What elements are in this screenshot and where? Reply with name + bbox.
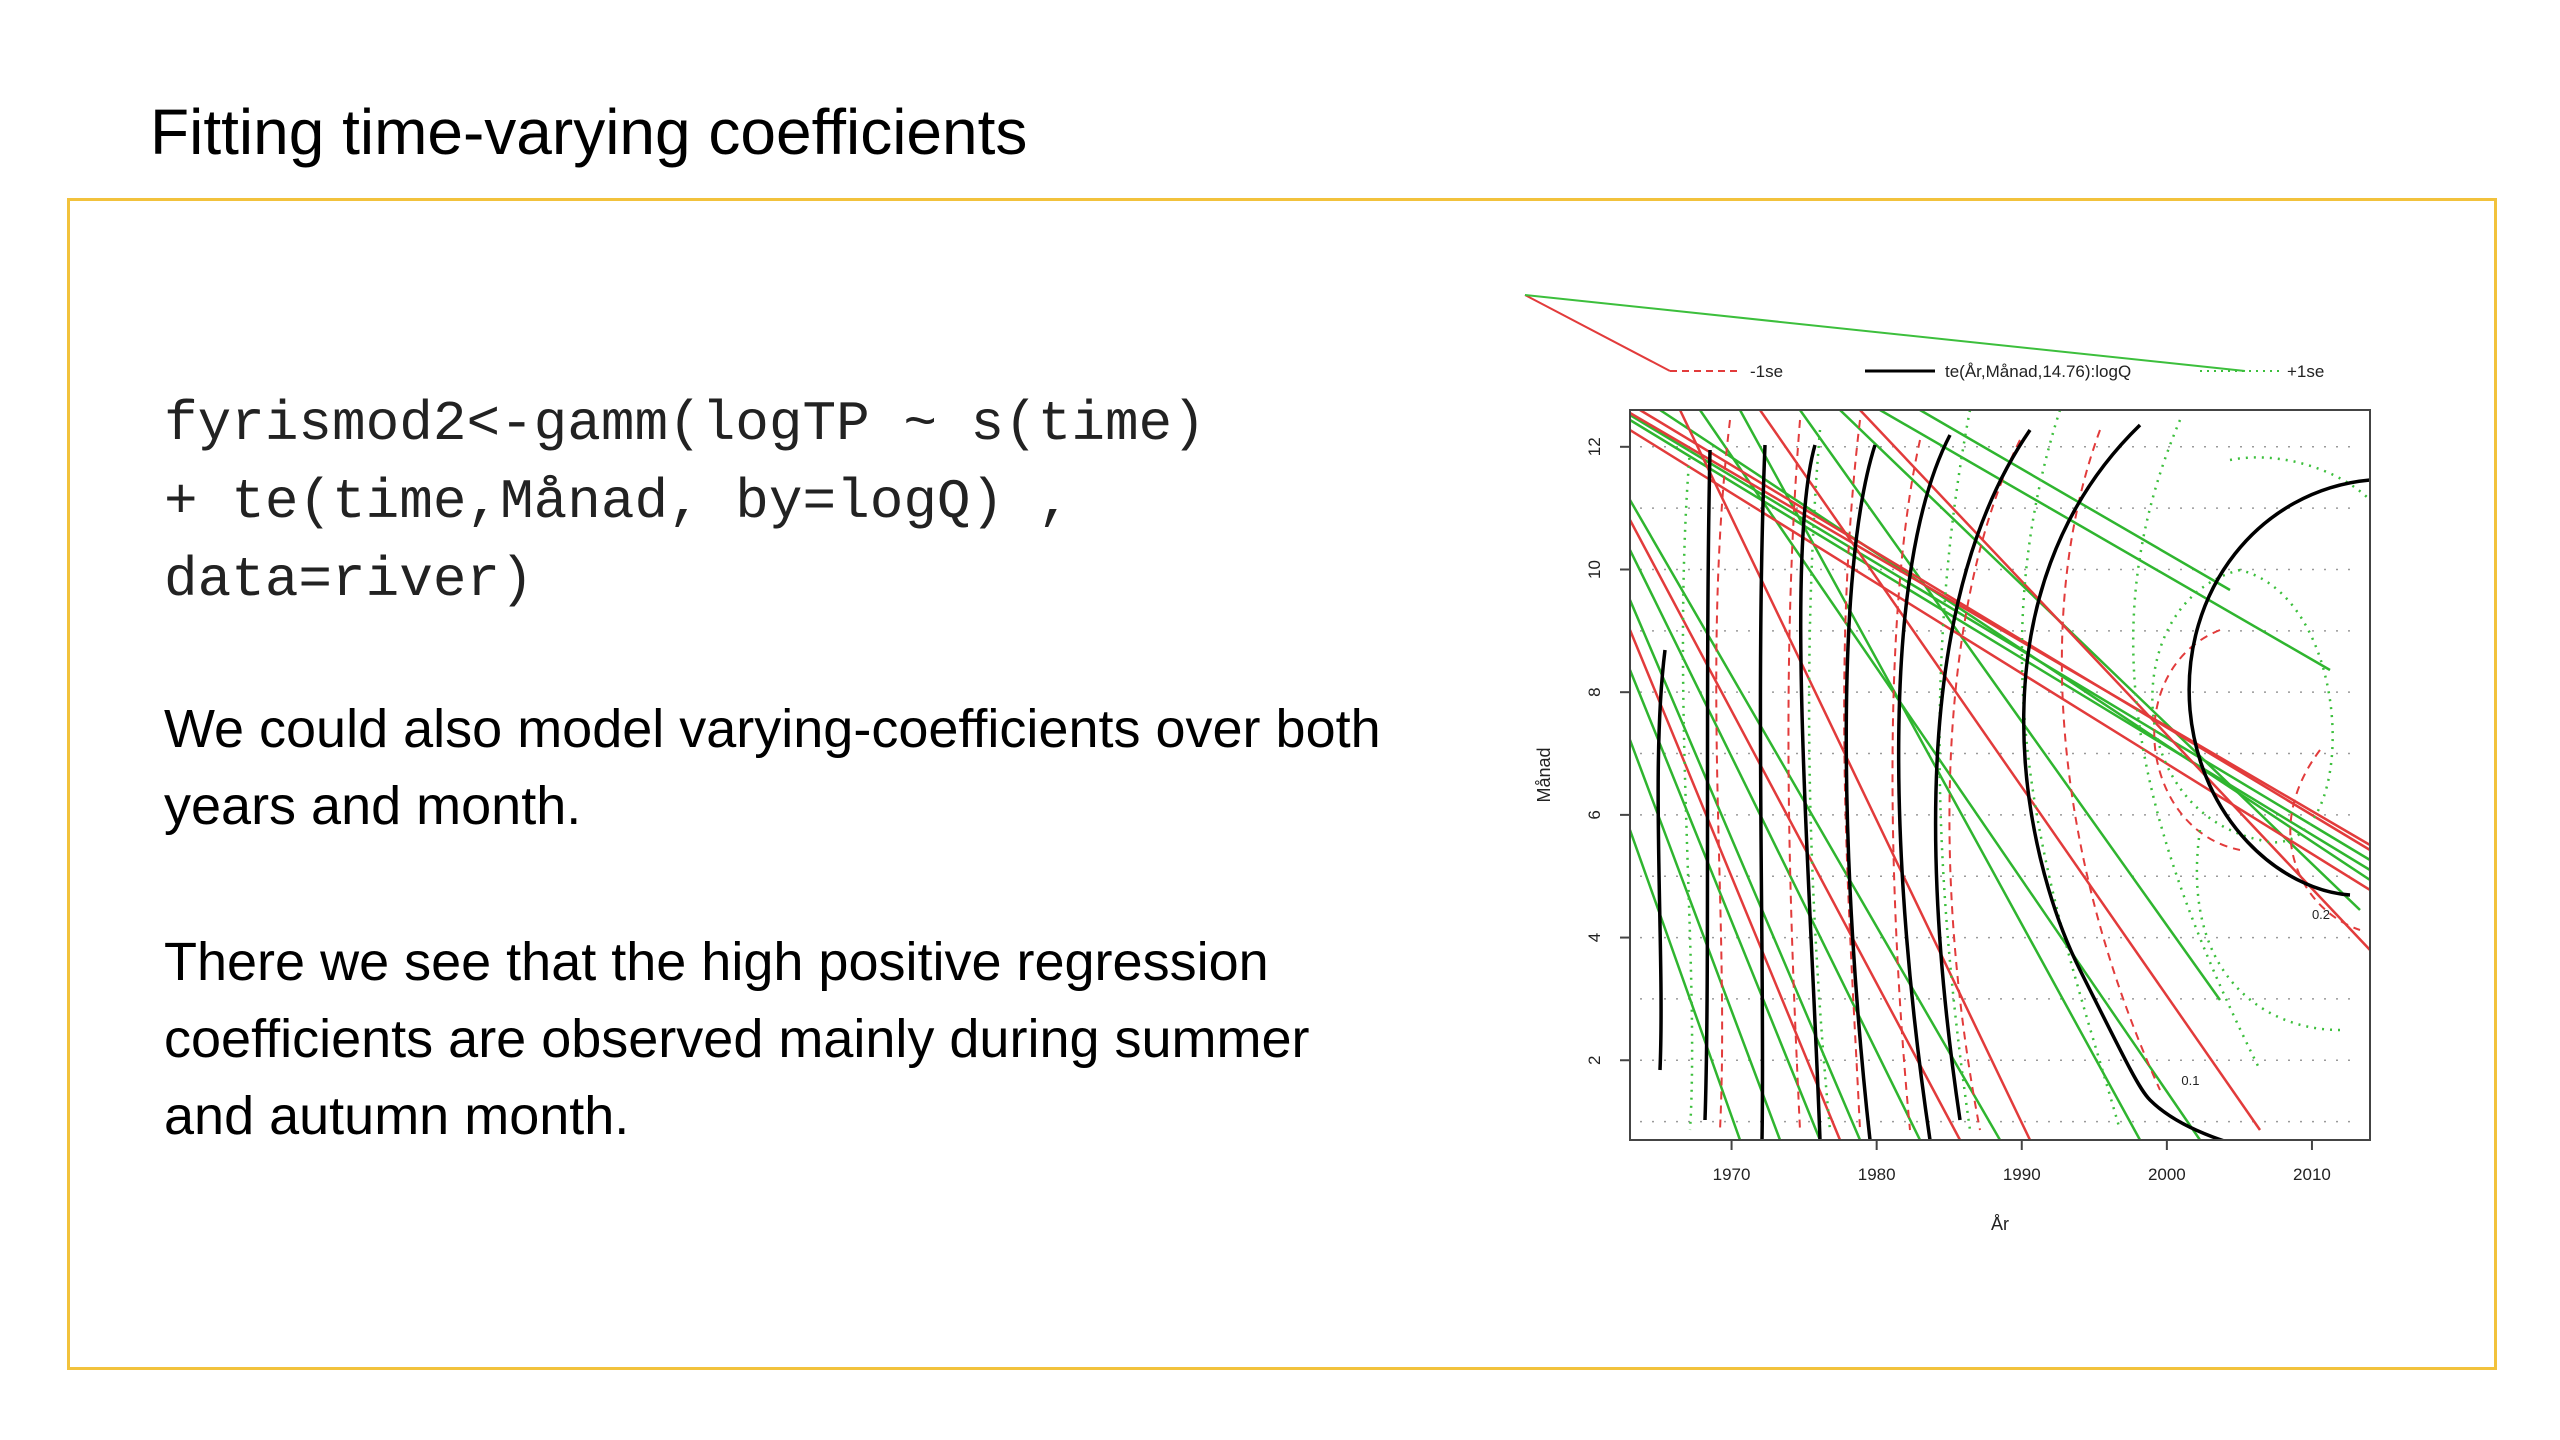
plus-se-curve [1938,410,1972,1131]
fit-contour [1656,649,1667,1071]
x-tick-label: 1980 [1858,1165,1896,1184]
plus-se-line [1630,418,2370,872]
contour-label: 0.2 [2312,907,2330,922]
y-tick-label: 6 [1585,810,1604,819]
code-line: data=river) [164,548,534,612]
plus-se-line [1879,410,2331,672]
minus-se-curve [1787,419,1801,1131]
minus-se-line [1630,629,1842,1140]
y-tick-label: 12 [1585,437,1604,456]
x-tick-label: 1990 [2003,1165,2041,1184]
plus-se-line [1630,739,1782,1140]
minus-se-line [1758,410,2262,1131]
minus-se-curve [1715,419,1731,1131]
fit-contour [1798,444,1822,1140]
plus-se-line [1630,549,1922,1140]
plus-se-line [1630,499,2002,1140]
contour-plot: -1se te(År,Månad,14.76):logQ +1se [1524,294,2371,1234]
fit-contour [2187,478,2370,897]
code-block: fyrismod2<-gamm(logTP ~ s(time) + te(tim… [164,385,1206,619]
y-tick-label: 4 [1585,933,1604,942]
plus-se-line [1630,599,1862,1140]
plot-border [1629,409,2371,1141]
fit-contour [2022,423,2228,1140]
plus-se-line [1798,410,2222,1001]
legend-label-plus-se: +1se [2287,362,2324,381]
x-tick-label: 2000 [2148,1165,2186,1184]
fit-contour [1933,429,2032,1121]
plus-se-line [1738,410,2142,1140]
y-tick-label: 8 [1585,687,1604,696]
minus-se-line [1630,428,2370,892]
minus-se-line [1630,411,2370,847]
minus-se-line [1859,410,2370,951]
plus-se-curve [1681,449,1694,1131]
contour-labels: 0.2 0.1 [2181,907,2330,1088]
plus-se-curve [2195,829,2341,1032]
minus-se-curve [2060,429,2161,1091]
grid-lines [1640,446,2360,1123]
y-tick-label: 10 [1585,560,1604,579]
legend-label-fit: te(År,Månad,14.76):logQ [1945,362,2131,381]
paragraph-summer-autumn: There we see that the high positive regr… [164,932,1310,1146]
fit-contour [1758,444,1767,1140]
legend-label-minus-se: -1se [1750,362,1783,381]
plus-se-line [1630,669,1822,1140]
code-line: fyrismod2<-gamm(logTP ~ s(time) [164,392,1206,456]
legend-wedge-red [1524,294,1671,372]
minus-se-curve [2153,629,2241,851]
fit-contour [1896,434,1952,1140]
minus-se-line [1678,410,2032,1140]
plus-se-curve [1807,429,1832,1131]
fit-contour [1844,444,1877,1140]
contour-lines [1630,410,2370,1140]
y-axis-label: Månad [1534,747,1554,802]
minus-se-line [1630,519,1962,1140]
plus-se-curve [2229,456,2370,501]
y-axis: 2 4 6 8 10 12 [1585,437,1630,1065]
plus-se-curve [2132,419,2262,1071]
contour-label: 0.1 [2181,1073,2199,1088]
legend: -1se te(År,Månad,14.76):logQ +1se [1670,362,2324,381]
legend-wedge-green [1524,294,2246,372]
content-frame [67,198,2497,1370]
minus-se-curve [1948,439,2021,1131]
plus-se-line [1919,410,2231,592]
fit-contour [1703,449,1712,1121]
plus-se-line [1698,410,2202,1140]
minus-se-line [1639,410,2370,852]
minus-se-curve [1891,439,1921,1131]
plus-se-curve [2151,568,2334,844]
plus-se-line [1659,410,2370,882]
x-tick-label: 1970 [1713,1165,1751,1184]
x-tick-label: 2010 [2293,1165,2331,1184]
contour-plot-figure: -1se te(År,Månad,14.76):logQ +1se [1500,270,2400,1260]
minus-se-curve [2289,749,2361,931]
plus-se-curve [2020,410,2122,1131]
slide-title: Fitting time-varying coefficients [150,96,1028,168]
y-tick-label: 2 [1585,1056,1604,1065]
x-axis-label: År [1991,1214,2009,1234]
code-line: + te(time,Månad, by=logQ) , [164,470,1072,534]
paragraph-varying-coefficients: We could also model varying-coefficients… [164,699,1381,836]
plus-se-line [1630,829,1742,1140]
x-axis: 1970 1980 1990 2000 2010 [1713,1140,2331,1184]
